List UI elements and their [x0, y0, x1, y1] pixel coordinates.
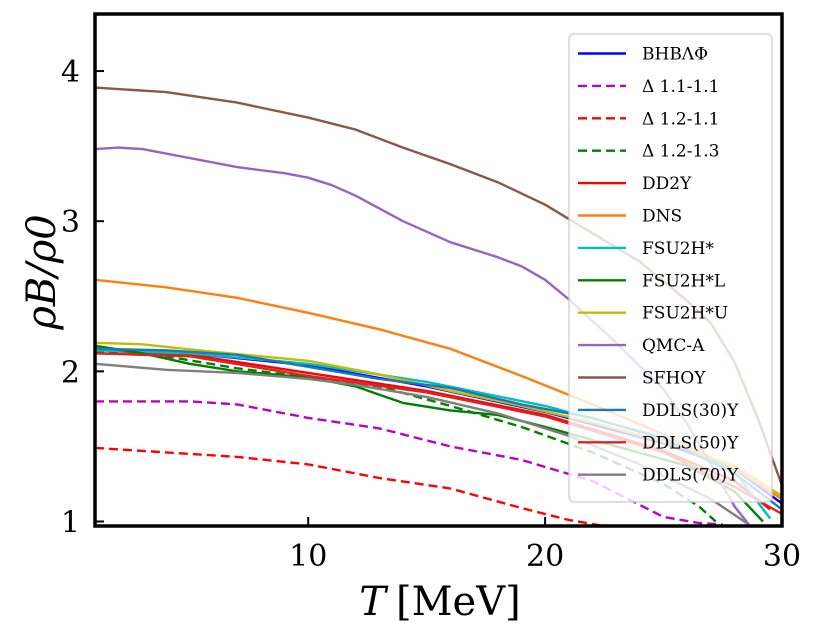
- legend-label-6: DNS: [642, 207, 682, 227]
- legend-label-9: FSU2H*U: [642, 304, 728, 324]
- x-axis-unit: [MeV]: [396, 579, 521, 625]
- legend-label-2: Δ 1.1-1.1: [642, 77, 720, 97]
- x-tick-label: 30: [763, 539, 801, 574]
- legend-label-14: DDLS(70)Y: [642, 466, 739, 486]
- x-axis-label: T [MeV]: [359, 579, 520, 625]
- y-tick-label: 1: [61, 505, 80, 540]
- y-tick-label: 2: [61, 355, 80, 390]
- legend-label-5: DD2Y: [642, 174, 692, 194]
- legend-label-1: BHBΛΦ: [642, 45, 708, 65]
- series-line-4-1-2-1-3: [95, 350, 717, 523]
- legend-label-4: Δ 1.2-1.3: [642, 142, 720, 162]
- series-line-3-1-2-1-1: [95, 446, 605, 526]
- x-tick-label: 10: [289, 539, 327, 574]
- legend-label-7: FSU2H*: [642, 239, 714, 259]
- legend-label-3: Δ 1.2-1.1: [642, 109, 720, 129]
- y-tick-label: 3: [61, 205, 80, 240]
- legend-label-12: DDLS(30)Y: [642, 401, 739, 421]
- y-axis-label: ρB/ρ0: [19, 214, 65, 330]
- legend-label-13: DDLS(50)Y: [642, 433, 739, 453]
- legend-label-11: SFHOY: [642, 369, 706, 389]
- series-line-2-1-1-1-1: [95, 400, 723, 526]
- axis-ticks: 10 20 30 1 2 3 4: [61, 55, 801, 574]
- plot-frame: [93, 12, 784, 528]
- x-tick-label: 20: [526, 539, 564, 574]
- y-tick-label: 4: [61, 55, 80, 90]
- x-axis-variable: T: [359, 579, 389, 625]
- legend: BHBΛΦ Δ 1.1-1.1 Δ 1.2-1.1 Δ 1.2-1.3 DD2Y DNS F…: [568, 33, 773, 503]
- legend-box: [568, 33, 773, 503]
- legend-label-8: FSU2H*L: [642, 271, 725, 291]
- legend-label-10: QMC-A: [642, 336, 705, 356]
